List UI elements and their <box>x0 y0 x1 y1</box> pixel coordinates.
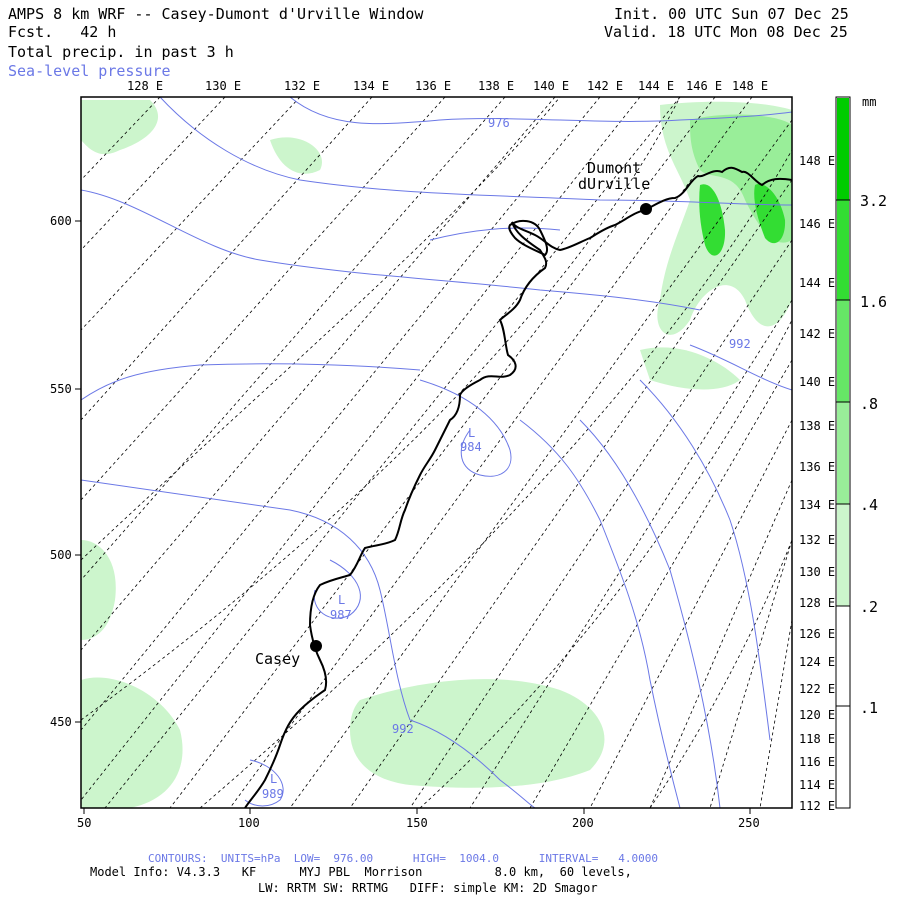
contours-info: CONTOURS: UNITS=hPa LOW= 976.00 HIGH= 10… <box>148 852 658 865</box>
top-lon-label: 130 E <box>205 79 242 93</box>
contour-label: 989 <box>262 787 284 801</box>
precip-area-south <box>350 679 605 788</box>
right-lon-label: 138 E <box>799 419 836 433</box>
bottom-tick-label: 100 <box>238 816 260 830</box>
model-info: Model Info: V4.3.3 KF MYJ PBL Morrison 8… <box>90 865 632 879</box>
bottom-tick-label: 200 <box>572 816 594 830</box>
station-label-dumont: Dumont dUrville <box>578 159 651 193</box>
colorbar-swatch-3.2 <box>837 98 849 200</box>
valid-time: Valid. 18 UTC Mon 08 Dec 25 <box>604 23 848 41</box>
left-tick-label: 450 <box>50 715 72 729</box>
contour-label: 976 <box>488 116 510 130</box>
colorbar-swatch-1.6 <box>837 200 849 300</box>
physics-info: LW: RRTM SW: RRTMG DIFF: simple KM: 2D S… <box>258 881 598 895</box>
low-pressure-marker: L <box>270 772 278 786</box>
colorbar-label: 3.2 <box>860 192 888 210</box>
bottom-tick-label: 50 <box>77 816 92 830</box>
graticule <box>81 97 792 808</box>
precip-area-southwest <box>81 677 183 808</box>
contour-label: 987 <box>330 608 352 622</box>
colorbar-unit: mm <box>862 95 877 109</box>
top-lon-label: 128 E <box>127 79 164 93</box>
overlay-label: Sea-level pressure <box>8 62 171 80</box>
top-lon-label: 132 E <box>284 79 321 93</box>
right-lon-label: 132 E <box>799 533 836 547</box>
contour-label: 984 <box>460 440 482 454</box>
right-lon-label: 146 E <box>799 217 836 231</box>
low-pressure-marker: L <box>338 593 346 607</box>
colorbar-label: .2 <box>860 598 879 616</box>
station-marker-casey <box>310 640 322 652</box>
low-pressure-marker: L <box>468 426 476 440</box>
right-lon-label: 116 E <box>799 755 836 769</box>
chart-title: AMPS 8 km WRF -- Casey-Dumont d'Urville … <box>8 5 424 23</box>
precip-layer <box>81 100 792 808</box>
right-lon-label: 114 E <box>799 778 836 792</box>
colorbar-swatch-.8 <box>837 300 849 402</box>
contour-label: 992 <box>729 337 751 351</box>
right-lon-label: 122 E <box>799 682 836 696</box>
precip-area-northeast2 <box>640 347 740 390</box>
right-lon-label: 134 E <box>799 498 836 512</box>
right-lon-label: 144 E <box>799 276 836 290</box>
station-label-casey: Casey <box>255 650 301 668</box>
left-tick-label: 600 <box>50 214 72 228</box>
right-lon-label: 142 E <box>799 327 836 341</box>
right-lon-label: 148 E <box>799 154 836 168</box>
colorbar-label: .4 <box>860 496 879 514</box>
precip-area-west <box>81 540 116 640</box>
colorbar-label: .1 <box>860 699 879 717</box>
precip-area-topcenter <box>270 137 322 174</box>
coastline <box>244 166 792 808</box>
right-lon-label: 120 E <box>799 708 836 722</box>
top-lon-label: 138 E <box>478 79 515 93</box>
colorbar-swatch-.2 <box>837 504 849 606</box>
station-marker-dumont <box>640 203 652 215</box>
plot-frame <box>80 96 793 809</box>
precip-area-dumont-core2 <box>754 184 786 244</box>
colorbar-label: .8 <box>860 395 879 413</box>
right-lon-label: 118 E <box>799 732 836 746</box>
right-lon-label: 126 E <box>799 627 836 641</box>
right-lon-label: 124 E <box>799 655 836 669</box>
bottom-tick-label: 250 <box>738 816 760 830</box>
field-label: Total precip. in past 3 h <box>8 43 234 61</box>
right-lon-label: 128 E <box>799 596 836 610</box>
top-lon-label: 146 E <box>686 79 723 93</box>
top-lon-label: 136 E <box>415 79 452 93</box>
left-tick-label: 500 <box>50 548 72 562</box>
colorbar <box>835 96 851 809</box>
bottom-tick-label: 150 <box>406 816 428 830</box>
forecast-hour: Fcst. 42 h <box>8 23 117 41</box>
top-lon-label: 144 E <box>638 79 675 93</box>
top-lon-label: 142 E <box>587 79 624 93</box>
colorbar-label: 1.6 <box>860 293 888 311</box>
right-lon-label: 130 E <box>799 565 836 579</box>
colorbar-swatch-.4 <box>837 402 849 504</box>
contour-label: 992 <box>392 722 414 736</box>
top-lon-label: 148 E <box>732 79 769 93</box>
right-lon-label: 140 E <box>799 375 836 389</box>
right-lon-label: 112 E <box>799 799 836 813</box>
top-lon-label: 140 E <box>533 79 570 93</box>
precip-area-topleft <box>81 100 159 155</box>
top-lon-label: 134 E <box>353 79 390 93</box>
left-tick-label: 550 <box>50 382 72 396</box>
init-time: Init. 00 UTC Sun 07 Dec 25 <box>614 5 849 23</box>
right-lon-label: 136 E <box>799 460 836 474</box>
pressure-contours <box>81 97 792 808</box>
